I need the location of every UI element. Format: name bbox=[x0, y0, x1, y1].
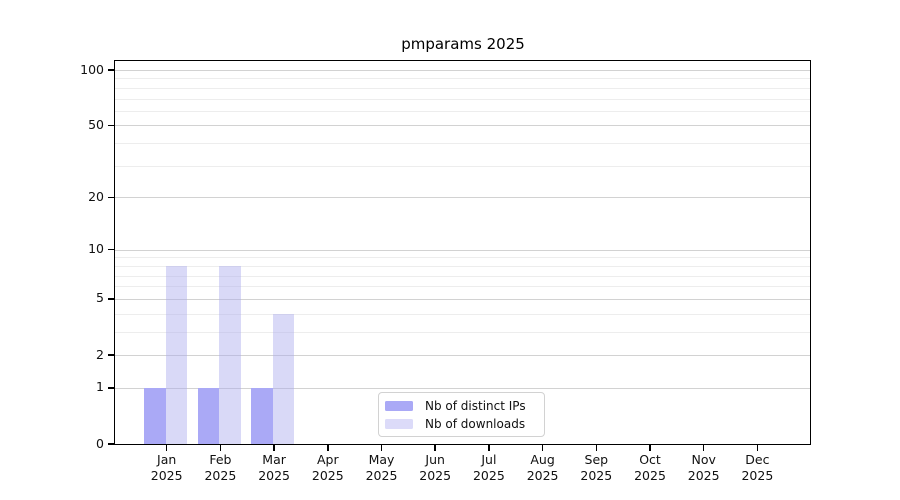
x-tick-mark-feb bbox=[219, 445, 222, 451]
legend-item-distinct-ips: Nb of distinct IPs bbox=[385, 399, 536, 413]
x-tick-label-jan: Jan 2025 bbox=[150, 452, 183, 483]
gridline-major-2 bbox=[115, 355, 811, 356]
y-tick-mark-50 bbox=[108, 124, 114, 127]
gridline-minor-60 bbox=[115, 110, 811, 112]
x-tick-mark-dec bbox=[756, 445, 759, 451]
y-tick-mark-2 bbox=[108, 354, 114, 356]
chart-title: pmparams 2025 bbox=[401, 35, 525, 53]
gridline-minor-40 bbox=[115, 143, 811, 145]
x-tick-label-may: May 2025 bbox=[365, 452, 398, 483]
gridline-minor-7 bbox=[115, 275, 811, 277]
y-tick-label-0: 0 bbox=[96, 435, 104, 451]
x-tick-mark-jan bbox=[165, 445, 168, 451]
y-tick-label-100: 100 bbox=[80, 61, 104, 77]
gridline-minor-4 bbox=[115, 313, 811, 315]
x-tick-mark-aug bbox=[541, 445, 544, 451]
y-tick-mark-100 bbox=[108, 69, 114, 71]
x-tick-label-jun: Jun 2025 bbox=[419, 452, 452, 483]
plot-border bbox=[114, 60, 811, 445]
gridline-minor-30 bbox=[115, 165, 811, 167]
x-tick-label-apr: Apr 2025 bbox=[311, 452, 344, 483]
x-tick-label-oct: Oct 2025 bbox=[634, 452, 666, 483]
x-tick-label-nov: Nov 2025 bbox=[687, 452, 720, 483]
y-tick-mark-5 bbox=[108, 298, 114, 300]
gridline-major-5 bbox=[115, 298, 811, 300]
y-tick-label-10: 10 bbox=[88, 241, 104, 257]
gridline-minor-8 bbox=[115, 265, 811, 267]
gridline-major-1 bbox=[115, 387, 811, 389]
gridline-minor-3 bbox=[115, 331, 811, 333]
gridline-minor-90 bbox=[115, 78, 811, 80]
bar-nb-of-distinct-ips-feb bbox=[197, 387, 220, 444]
bar-nb-of-distinct-ips-jan bbox=[144, 387, 166, 444]
x-tick-label-sep: Sep 2025 bbox=[580, 452, 613, 483]
y-tick-label-20: 20 bbox=[88, 188, 104, 204]
legend-label-downloads: Nb of downloads bbox=[425, 417, 526, 431]
legend-swatch-downloads-icon bbox=[385, 419, 413, 429]
bar-nb-of-downloads-jan bbox=[165, 265, 187, 444]
legend-item-downloads: Nb of downloads bbox=[385, 417, 536, 431]
x-tick-mark-sep bbox=[595, 445, 598, 451]
x-tick-mark-may bbox=[380, 445, 383, 451]
bar-nb-of-distinct-ips-mar bbox=[251, 387, 273, 444]
x-tick-label-feb: Feb 2025 bbox=[204, 452, 237, 483]
y-tick-label-2: 2 bbox=[96, 346, 104, 362]
x-tick-label-aug: Aug 2025 bbox=[526, 452, 559, 483]
y-tick-label-5: 5 bbox=[96, 290, 104, 306]
x-tick-mark-oct bbox=[649, 445, 651, 451]
bar-nb-of-downloads-feb bbox=[219, 265, 241, 444]
gridline-minor-9 bbox=[115, 257, 811, 259]
y-tick-mark-10 bbox=[108, 248, 114, 251]
y-tick-mark-0 bbox=[108, 443, 114, 445]
x-tick-label-dec: Dec 2025 bbox=[741, 452, 774, 483]
gridline-minor-70 bbox=[115, 98, 811, 100]
x-tick-label-mar: Mar 2025 bbox=[258, 452, 290, 483]
x-tick-mark-mar bbox=[273, 445, 275, 451]
y-tick-mark-1 bbox=[108, 387, 114, 389]
y-tick-label-1: 1 bbox=[96, 379, 104, 395]
x-tick-mark-nov bbox=[702, 445, 705, 451]
legend-label-distinct-ips: Nb of distinct IPs bbox=[425, 399, 526, 413]
gridline-major-10 bbox=[115, 249, 811, 251]
x-tick-label-jul: Jul 2025 bbox=[472, 452, 505, 483]
bar-nb-of-downloads-mar bbox=[272, 313, 295, 444]
y-tick-label-50: 50 bbox=[88, 116, 104, 132]
legend-swatch-distinct-ips-icon bbox=[385, 401, 413, 411]
gridline-minor-80 bbox=[115, 87, 811, 89]
y-tick-mark-20 bbox=[108, 196, 114, 199]
x-tick-mark-jul bbox=[488, 445, 490, 451]
legend: Nb of distinct IPs Nb of downloads bbox=[378, 392, 545, 437]
gridline-minor-6 bbox=[115, 286, 811, 288]
x-tick-mark-jun bbox=[434, 445, 436, 451]
gridline-major-20 bbox=[115, 197, 811, 199]
gridline-major-50 bbox=[115, 125, 811, 127]
x-tick-mark-apr bbox=[327, 445, 329, 451]
gridline-major-100 bbox=[115, 70, 811, 71]
